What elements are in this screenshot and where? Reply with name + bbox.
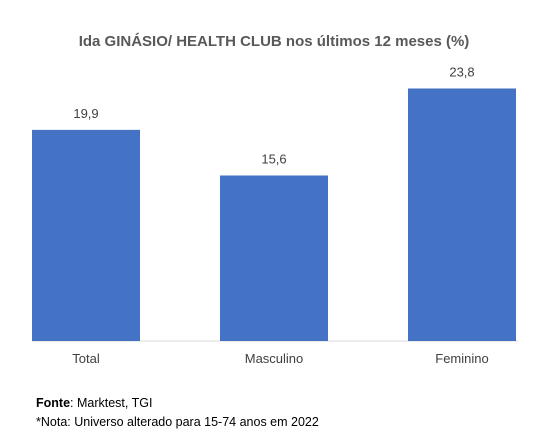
source-label: Fonte <box>36 396 71 410</box>
bar-masculino <box>220 175 328 341</box>
data-label-total: 19,9 <box>73 106 98 121</box>
footnote: *Nota: Universo alterado para 15-74 anos… <box>36 415 319 429</box>
source-text: : Marktest, TGI <box>70 396 153 410</box>
chart-title: Ida GINÁSIO/ HEALTH CLUB nos últimos 12 … <box>78 33 470 50</box>
source-line: Fonte: Marktest, TGI <box>36 394 319 413</box>
category-label-masculino: Masculino <box>245 351 304 366</box>
bars-group: 19,9 Total 15,6 Masculino 23,8 Feminino <box>32 64 516 366</box>
data-label-masculino: 15,6 <box>261 151 286 166</box>
category-label-total: Total <box>72 351 100 366</box>
bar-chart: 19,9 Total 15,6 Masculino 23,8 Feminino <box>32 64 518 366</box>
chart-footer: Fonte: Marktest, TGI *Nota: Universo alt… <box>36 394 319 432</box>
category-label-feminino: Feminino <box>435 351 488 366</box>
data-label-feminino: 23,8 <box>449 64 474 79</box>
bar-total <box>32 129 140 341</box>
bar-feminino <box>408 88 516 341</box>
